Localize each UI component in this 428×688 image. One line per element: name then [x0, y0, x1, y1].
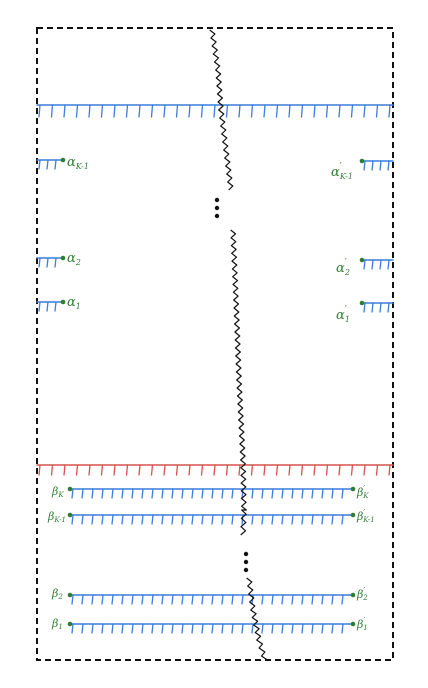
endpoint-dot [60, 157, 66, 163]
beta-2-line [67, 592, 356, 605]
beta-1-line [67, 621, 356, 634]
dashed-frame [36, 27, 394, 661]
endpoint-dot [350, 592, 356, 598]
vertical-ellipsis-icon [214, 197, 220, 219]
label-alpha-2-prime: α′ 2 [336, 258, 350, 277]
endpoint-dot [359, 158, 365, 164]
label-beta-k-minus-1-prime: β′ K-1 [356, 508, 375, 524]
alpha-1-stub [36, 299, 66, 312]
label-alpha-1-prime: α′ 1 [336, 305, 350, 324]
endpoint-dot [67, 592, 73, 598]
alpha-2-prime-stub [359, 257, 394, 270]
label-beta-1: β1 [51, 617, 63, 631]
endpoint-dot [359, 300, 365, 306]
zigzag-cut [209, 29, 268, 661]
label-beta-1-prime: β′ 1 [356, 616, 368, 632]
endpoint-dot [350, 621, 356, 627]
label-alpha-k-minus-1-prime: α′ K-1 [331, 162, 353, 181]
vertical-ellipsis-icon [243, 551, 249, 573]
label-beta-2: β2 [51, 587, 63, 601]
endpoint-dot [60, 255, 66, 261]
alpha-k-minus-1-stub [36, 157, 66, 170]
alpha-k-minus-1-prime-stub [359, 158, 394, 171]
label-alpha-2: α2 [67, 251, 81, 267]
label-alpha-k-minus-1: αK-1 [67, 155, 89, 171]
endpoint-dot [67, 512, 73, 518]
red-line [36, 464, 394, 476]
alpha-2-stub [36, 255, 66, 268]
beta-k-line [67, 486, 356, 499]
zigzag-middle [230, 229, 247, 536]
alpha-1-prime-stub [359, 300, 394, 313]
zigzag-upper [209, 29, 234, 191]
label-beta-k-prime: β′ K [356, 484, 369, 500]
boundary-lines [36, 104, 394, 634]
label-beta-k: βK [51, 485, 64, 499]
endpoint-dot [350, 486, 356, 492]
zigzag-lower [246, 577, 268, 661]
endpoint-dot [60, 299, 66, 305]
endpoint-dot [67, 486, 73, 492]
endpoint-dot [67, 621, 73, 627]
beta-k-minus-1-line [67, 512, 356, 525]
endpoint-dot [359, 257, 365, 263]
label-beta-k-minus-1: βK-1 [47, 510, 66, 524]
endpoint-dot [350, 512, 356, 518]
label-alpha-1: α1 [67, 295, 81, 311]
label-beta-2-prime: β′ 2 [356, 586, 368, 602]
top-blue-line [36, 104, 394, 118]
